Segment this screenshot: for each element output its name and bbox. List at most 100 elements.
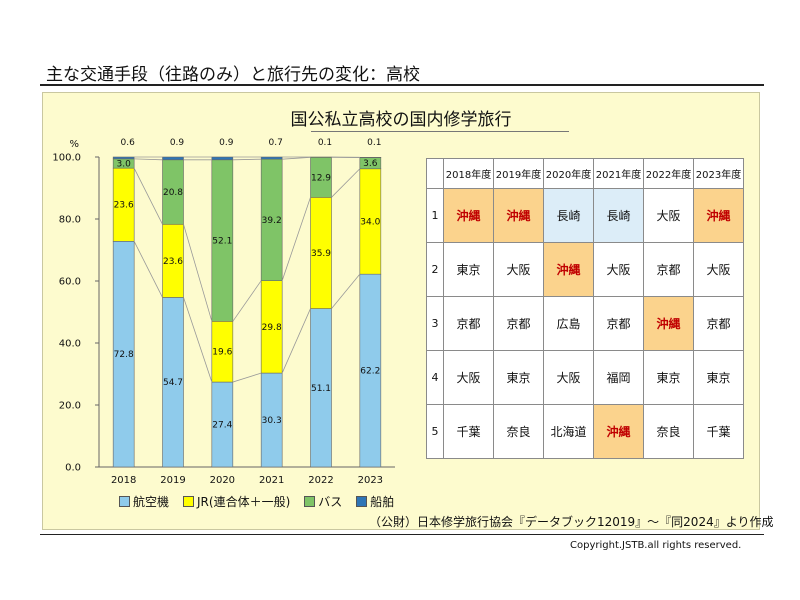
legend-swatch [119,496,130,507]
x-tick-label: 2023 [358,475,383,486]
ranking-destination-cell: 京都 [493,296,544,351]
ranking-destination-cell: 大阪 [493,242,544,297]
y-tick-label: 20.0 [59,401,81,412]
data-label: 23.6 [163,257,183,267]
ranking-rank-number: 5 [426,404,444,459]
ranking-row: 2 東京 大阪 沖縄 大阪 京都 大阪 [426,242,744,297]
legend-swatch [356,496,368,507]
ranking-destination-cell: 京都 [643,242,694,297]
data-label: 39.2 [262,216,282,226]
ranking-destination-cell: 東京 [643,350,694,405]
ranking-row: 4 大阪 東京 大阪 福岡 東京 東京 [426,350,744,405]
x-tick-label: 2018 [111,475,136,486]
legend-label: JR(連合体＋一般) [197,495,291,509]
data-label: 34.0 [360,217,380,227]
bar-segment [260,156,283,160]
series-connector-line [133,241,163,298]
x-tick-label: 2019 [160,475,185,486]
ranking-destination-cell: 奈良 [493,404,544,459]
stacked-bar-chart: % 0.0 20.0 40.0 60.0 80.0 100.0 72.8 23.6 3.0 0.6 2… [52,138,395,486]
ranking-destination-cell: 福岡 [593,350,644,405]
legend-swatch [183,496,195,507]
data-label: 62.2 [360,367,380,377]
legend-swatch [304,496,316,507]
page-title: 主な交通手段（往路のみ）と旅行先の変化：高校 [46,65,420,85]
series-connector-line [232,372,262,383]
legend-label: 航空機 [133,495,170,509]
data-label: 23.6 [114,201,134,211]
ranking-year-header: 2022年度 [643,158,694,189]
ranking-year-header: 2018年度 [443,158,494,189]
chart-title-underline [311,131,569,132]
ranking-rank-number: 1 [426,188,444,243]
y-tick-label: 60.0 [59,277,81,288]
data-label: 35.9 [311,249,331,259]
data-label: 0.1 [318,138,332,148]
ranking-row: 5 千葉 奈良 北海道 沖縄 奈良 千葉 [426,404,744,459]
series-connector-line [282,156,311,160]
ranking-destination-cell: 沖縄 [443,188,494,243]
series-connector-line [331,168,361,198]
ranking-year-header: 2023年度 [693,158,744,189]
legend-item: JR(連合体＋一般) [183,493,290,510]
series-connector-line [183,224,213,322]
legend-item: バス [304,493,342,510]
data-label: 0.9 [170,138,185,148]
x-tick-label: 2020 [210,475,235,486]
ranking-destination-cell: 京都 [443,296,494,351]
series-connector-line [134,158,163,161]
ranking-destination-cell: 東京 [443,242,494,297]
bar-segment [112,156,135,160]
y-tick-label: 40.0 [59,339,81,350]
chart-title: 国公私立高校の国内修学旅行 [290,110,512,130]
bar-segment [211,156,234,161]
ranking-destination-cell: 沖縄 [593,404,644,459]
footer-divider [40,534,764,535]
chart-panel: 国公私立高校の国内修学旅行 % 0.0 20.0 40.0 60.0 80.0 100.0 7… [42,92,773,530]
ranking-destination-cell: 大阪 [643,188,694,243]
ranking-destination-cell: 千葉 [443,404,494,459]
data-label: 30.3 [262,416,282,426]
series-connector-line [183,297,213,383]
data-label: 54.7 [163,378,183,388]
ranking-destination-cell: 沖縄 [643,296,694,351]
ranking-destination-cell: 千葉 [693,404,744,459]
legend-label: バス [318,495,343,509]
x-tick-label: 2022 [308,475,333,486]
y-tick-label: 0.0 [65,463,81,474]
ranking-rank-number: 3 [426,296,444,351]
ranking-year-header: 2019年度 [493,158,544,189]
ranking-year-header: 2021年度 [593,158,644,189]
data-label: 19.6 [212,348,232,358]
ranking-destination-cell: 北海道 [543,404,594,459]
legend-label: 船舶 [370,495,395,509]
data-label: 0.6 [121,138,136,148]
data-label: 52.1 [212,237,232,247]
ranking-destination-cell: 長崎 [543,188,594,243]
ranking-corner-cell [426,158,444,189]
source-note: （公財）日本修学旅行協会『データブック12019』～『同2024』より作成 [369,515,774,529]
data-label: 72.8 [114,350,134,360]
ranking-destination-cell: 大阪 [543,350,594,405]
data-label: 0.7 [269,138,283,148]
data-label: 29.8 [262,323,282,333]
title-divider [40,84,764,86]
ranking-destination-cell: 大阪 [443,350,494,405]
data-label: 12.9 [311,173,331,183]
series-connector-line [133,167,163,225]
series-connector-line [232,280,262,322]
data-label: 27.4 [212,421,232,431]
series-connector-line [281,308,311,374]
ranking-destination-cell: 京都 [693,296,744,351]
legend-item: 船舶 [356,493,394,510]
data-label: 0.9 [219,138,234,148]
copyright-text: Copyright.JSTB.all rights reserved. [570,540,742,551]
x-tick-label: 2021 [259,475,284,486]
data-label: 0.1 [367,138,381,148]
legend-item: 航空機 [119,493,169,510]
ranking-year-header: 2020年度 [543,158,594,189]
ranking-destination-cell: 東京 [493,350,544,405]
ranking-destination-cell: 東京 [693,350,744,405]
y-tick-label: 80.0 [59,215,81,226]
ranking-destination-cell: 広島 [543,296,594,351]
